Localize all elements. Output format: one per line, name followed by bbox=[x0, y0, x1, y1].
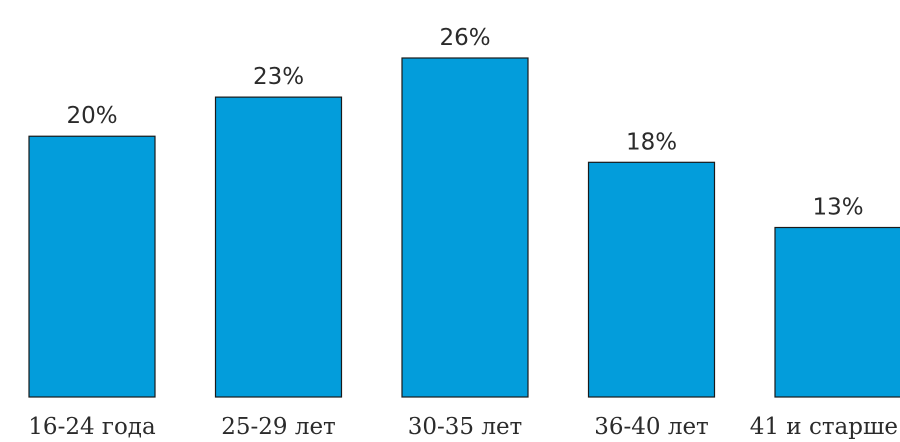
value-labels-group: 20% 23% 26% 18% 13% bbox=[66, 25, 863, 221]
category-label-1: 16-24 года bbox=[28, 414, 156, 440]
category-label-5: 41 и старше bbox=[750, 414, 898, 440]
value-label-2: 23% bbox=[253, 64, 304, 90]
value-label-5: 13% bbox=[812, 195, 863, 221]
value-label-3: 26% bbox=[439, 25, 490, 51]
value-label-1: 20% bbox=[66, 103, 117, 129]
value-label-4: 18% bbox=[626, 129, 677, 155]
bar-4 bbox=[587, 161, 716, 398]
category-label-3: 30-35 лет bbox=[408, 414, 523, 440]
bars-group bbox=[28, 57, 900, 398]
bar-5 bbox=[774, 226, 900, 398]
category-labels-group: 16-24 года 25-29 лет 30-35 лет 36-40 лет 41 … bbox=[28, 414, 898, 440]
category-label-4: 36-40 лет bbox=[594, 414, 709, 440]
bar-1 bbox=[28, 135, 156, 398]
bar-2 bbox=[214, 96, 343, 398]
category-label-2: 25-29 лет bbox=[221, 414, 336, 440]
bar-3 bbox=[401, 57, 529, 398]
